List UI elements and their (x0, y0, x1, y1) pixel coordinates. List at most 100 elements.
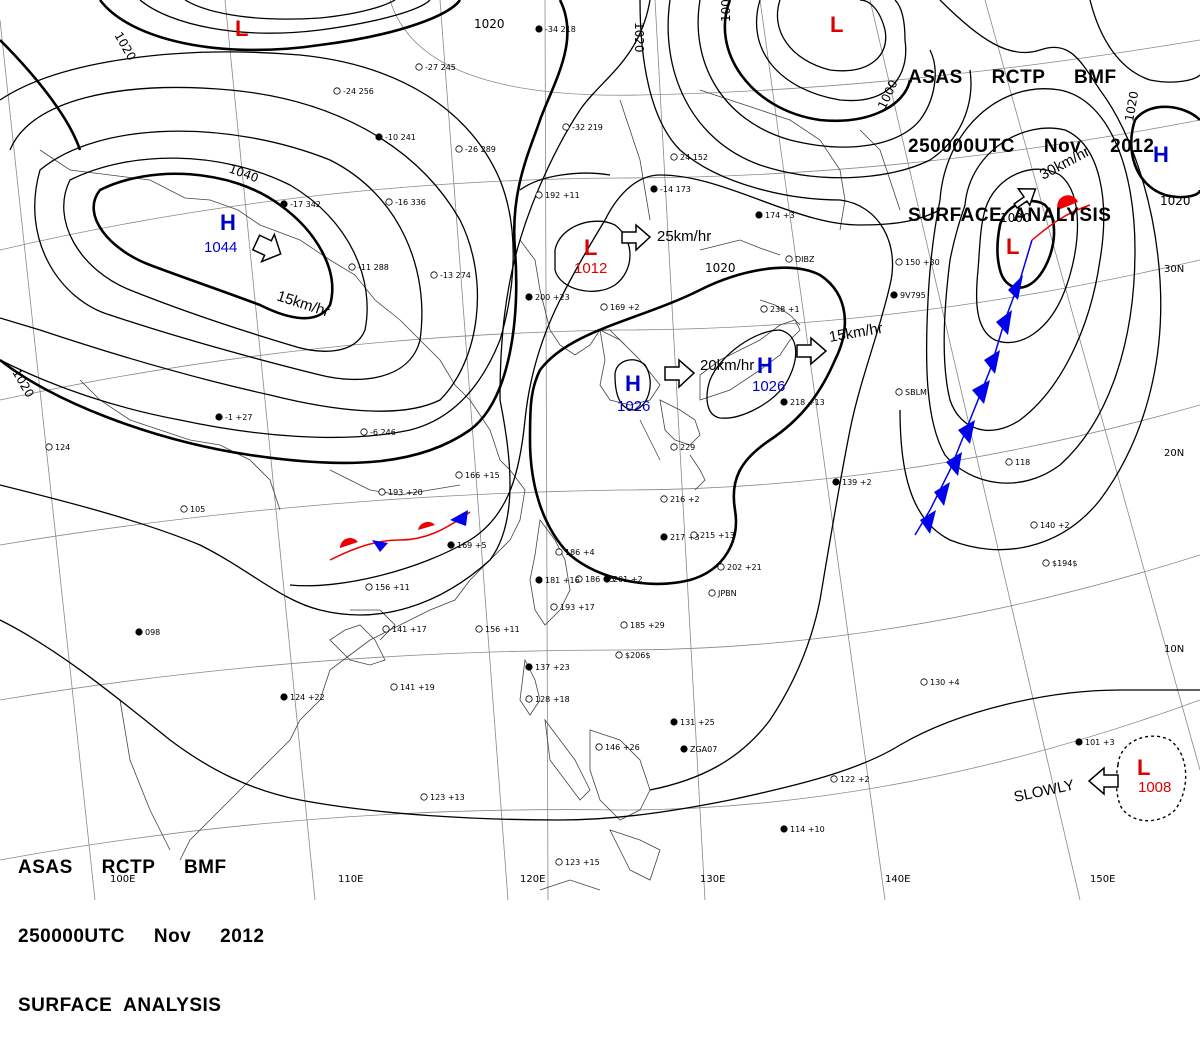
low-center-value: 1012 (574, 260, 607, 277)
low-center-label: L (235, 16, 248, 41)
station-marker (650, 185, 658, 193)
station-plot-text: -6 246 (370, 428, 396, 437)
header-line-2: 250000UTC Nov 2012 (908, 136, 1155, 157)
station-plot-text: 218 +13 (790, 398, 825, 407)
station-marker (920, 678, 928, 686)
isobar-1020-ne-high (1130, 105, 1200, 199)
station-plot-text: $206$ (625, 651, 650, 660)
station-plot-text: 181 +16 (545, 576, 580, 585)
station-plot-text: 229 (680, 443, 695, 452)
station-marker (180, 505, 188, 513)
isobar-1012-north-low (667, 0, 972, 179)
arrow-right-icon (796, 336, 828, 366)
station-marker (455, 471, 463, 479)
station-marker (135, 628, 143, 636)
station-plot-text: 193 +17 (560, 603, 595, 612)
station-plot-text: DIBZ (795, 255, 815, 264)
station-plot-text: 101 +3 (1085, 738, 1115, 747)
station-plot-text: JPBN (717, 589, 737, 598)
lon-label-120e: 120E (520, 874, 545, 885)
station-marker (1075, 738, 1083, 746)
station-plot-text: 174 +3 (765, 211, 795, 220)
station-marker (385, 198, 393, 206)
station-plot-text: 216 +2 (670, 495, 700, 504)
arrow-left-icon (1087, 766, 1119, 796)
high-center-label: H (220, 210, 236, 235)
isobar-1000-north-low-outer (723, 0, 912, 123)
station-plot-text: 124 (55, 443, 70, 452)
station-plot-text: 193 +20 (388, 488, 423, 497)
isobar-1032 (34, 130, 423, 381)
station-plot-text: -16 336 (395, 198, 426, 207)
isobar-1016-south (0, 0, 651, 616)
station-marker (595, 743, 603, 751)
station-marker (535, 576, 543, 584)
station-marker (690, 531, 698, 539)
station-plot-text: 238 +1 (770, 305, 800, 314)
warm-front-bump (418, 521, 435, 530)
isobar-1040-siberian-high (92, 172, 334, 320)
header-line-2: 250000UTC Nov 2012 (18, 926, 265, 947)
movement-speed: 25km/hr (657, 228, 711, 245)
station-plot-text: 215 +13 (700, 531, 735, 540)
lat-lon-grid (0, 0, 1200, 900)
station-marker (575, 575, 583, 583)
station-marker (670, 718, 678, 726)
lat-label-10n: 10N (1164, 644, 1184, 655)
isobar-1020-north (0, 0, 569, 465)
station-marker (375, 133, 383, 141)
station-plot-text: 105 (190, 505, 205, 514)
isobar-label: 1020 (1122, 90, 1141, 123)
isobar-1004-north-low (755, 0, 907, 102)
low-center-value: 1008 (1138, 779, 1171, 796)
isobar-1016-mid (289, 174, 941, 587)
station-plot-text: 202 +21 (727, 563, 762, 572)
lon-label-150e: 150E (1090, 874, 1115, 885)
isobar-label: 1020 (474, 17, 505, 31)
station-marker (1042, 559, 1050, 567)
station-plot-text: -32 219 (572, 123, 603, 132)
lon-label-130e: 130E (700, 874, 725, 885)
station-marker (447, 541, 455, 549)
lon-label-100e: 100E (110, 874, 135, 885)
station-plot-text: 124 +22 (290, 693, 325, 702)
isobar-1008-far-low (1115, 735, 1187, 822)
high-center-label: H (625, 371, 641, 396)
station-plot-text: 118 (1015, 458, 1030, 467)
station-marker (45, 443, 53, 451)
station-plot-text: 123 +15 (565, 858, 600, 867)
station-marker (708, 589, 716, 597)
station-plots: -34 218 -27 245 -24 256 -10 241 -32 219 -26 2… (45, 25, 1115, 867)
station-plot-text: 185 +29 (630, 621, 665, 630)
low-center-label: L (1137, 755, 1150, 780)
isobar-1024-island-2 (706, 329, 797, 419)
station-plot-text: 098 (145, 628, 160, 637)
station-marker (215, 413, 223, 421)
isobar-1016-sub-low (899, 0, 1162, 551)
station-marker (382, 625, 390, 633)
station-plot-text: 192 +11 (545, 191, 580, 200)
station-plot-text: 200 +23 (535, 293, 570, 302)
station-plot-text: 131 +25 (680, 718, 715, 727)
station-marker (525, 293, 533, 301)
station-plot-text: 122 +2 (840, 775, 870, 784)
station-marker (620, 621, 628, 629)
header-line-3: SURFACE ANALYSIS (18, 995, 222, 1016)
header-line-3: SURFACE ANALYSIS (908, 205, 1112, 226)
station-marker (562, 123, 570, 131)
station-marker (420, 793, 428, 801)
station-marker (430, 271, 438, 279)
isobar-label: 1000 (1000, 211, 1031, 225)
station-marker (535, 25, 543, 33)
latitude-labels: 30N 20N 10N (1164, 264, 1184, 655)
isobar-1016-low-1012 (554, 220, 631, 292)
station-marker (525, 663, 533, 671)
station-plot-text: 123 +13 (430, 793, 465, 802)
pressure-centers: H 1044 L 1012 H 1026 H 1026 L L L H L 10… (204, 12, 1171, 796)
header-line-1: ASAS RCTP BMF (18, 857, 227, 878)
station-plot-text: 139 +2 (842, 478, 872, 487)
isobar-1020-arc (98, 0, 462, 52)
station-marker (1005, 458, 1013, 466)
station-plot-text: 9V795 (900, 291, 926, 300)
station-plot-text: 150 +30 (905, 258, 940, 267)
